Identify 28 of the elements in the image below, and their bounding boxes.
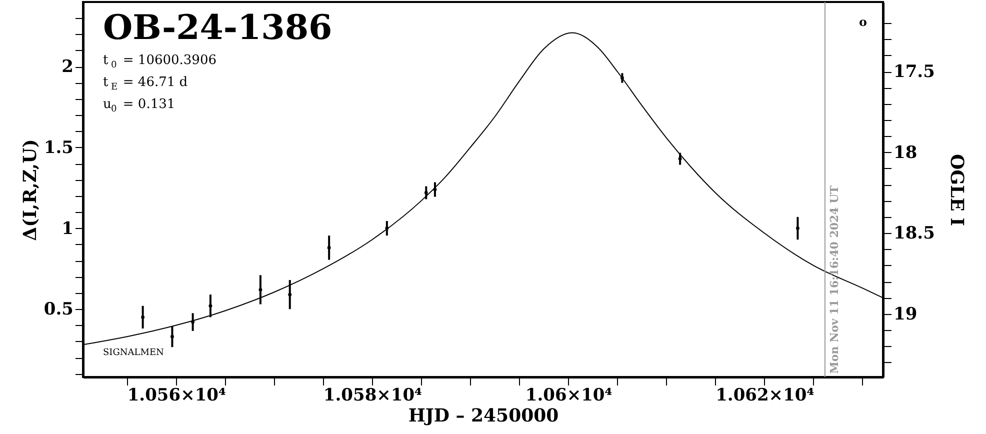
annotation: SIGNALMEN [103,348,164,358]
annotation: Mon Nov 11 16:16:40 2024 UT [828,184,841,374]
x-tick-label: 1.056×10⁴ [127,386,226,406]
chart-title: OB-24-1386 [103,8,332,48]
point [327,246,331,250]
y-tick-label: 0.5 [44,300,74,320]
y-tick-label: 2 [62,57,74,78]
point [258,288,262,292]
point [141,315,145,319]
point [678,157,682,161]
y2-tick-label: 19 [894,304,918,324]
x-axis-title: HJD – 2450000 [408,406,559,426]
y2-tick-label: 18.5 [894,224,935,244]
point [288,292,292,296]
annotation: o [858,15,868,29]
point [424,191,428,194]
x-tick-label: 1.058×10⁴ [323,386,422,406]
point [796,226,800,230]
x-tick-label: 1.06×10⁴ [525,386,612,406]
point [208,304,212,308]
point [170,334,174,338]
y2-axis-title: OGLE I [946,154,967,226]
y-tick-label: 1.5 [44,138,74,158]
x-tick-label: 1.062×10⁴ [716,386,814,406]
y-tick-label: 1 [62,218,74,239]
y-axis-title: Δ(I,R,Z,U) [20,139,41,241]
y2-tick-label: 17.5 [894,62,935,82]
y2-tick-label: 18 [894,142,918,163]
